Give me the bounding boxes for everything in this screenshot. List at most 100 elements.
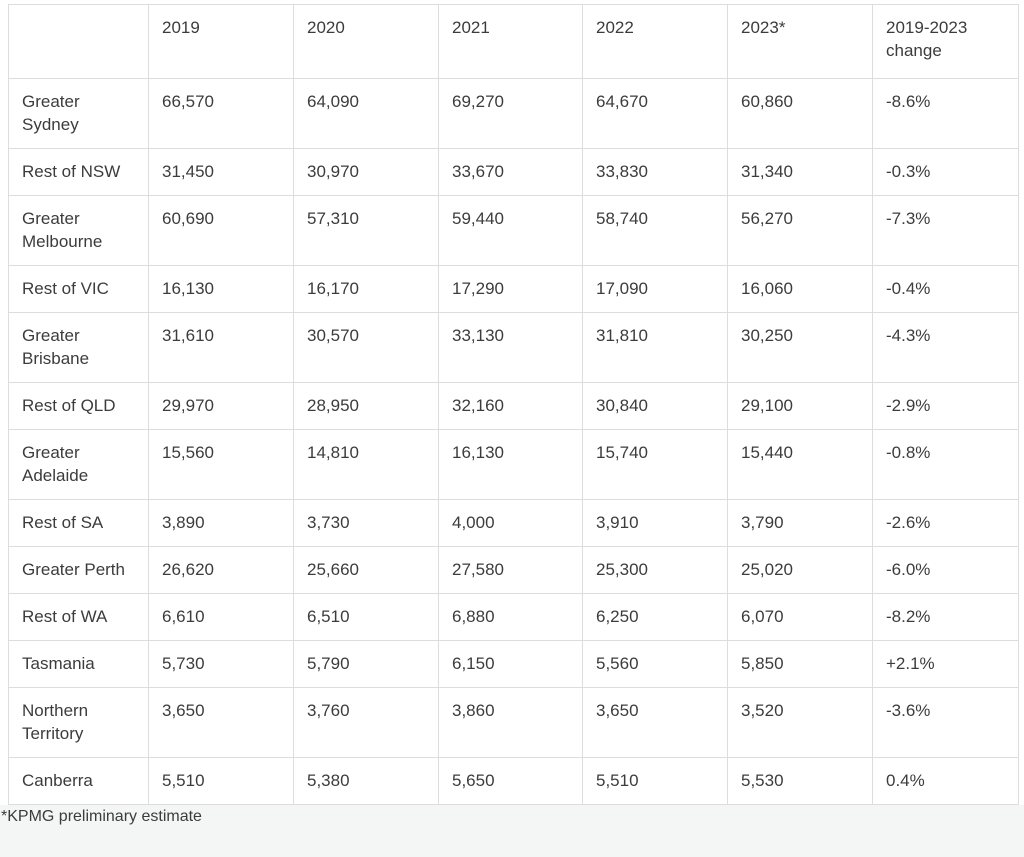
- value-cell: 5,650: [438, 757, 583, 805]
- value-cell: 4,000: [438, 499, 583, 547]
- value-cell: 25,660: [293, 546, 439, 594]
- value-cell: 27,580: [438, 546, 583, 594]
- column-header: 2022: [582, 4, 728, 79]
- table-row: Greater Adelaide 15,560 14,810 16,130 15,740…: [8, 429, 1019, 500]
- value-cell: 15,740: [582, 429, 728, 500]
- table-row: Rest of WA 6,610 6,510 6,880 6,250 6,070 -8.2%: [8, 593, 1019, 641]
- value-cell: 30,570: [293, 312, 439, 383]
- footnote: *KPMG preliminary estimate: [1, 808, 202, 825]
- change-cell: -2.6%: [872, 499, 1019, 547]
- region-cell: Rest of WA: [8, 593, 149, 641]
- region-cell: Northern Territory: [8, 687, 149, 758]
- value-cell: 33,830: [582, 148, 728, 196]
- value-cell: 5,380: [293, 757, 439, 805]
- value-cell: 56,270: [727, 195, 873, 266]
- value-cell: 3,760: [293, 687, 439, 758]
- value-cell: 3,790: [727, 499, 873, 547]
- region-cell: Greater Sydney: [8, 78, 149, 149]
- value-cell: 25,020: [727, 546, 873, 594]
- value-cell: 6,510: [293, 593, 439, 641]
- regional-data-table: 2019 2020 2021 2022 2023* 2019-2023 change Gr…: [8, 4, 1019, 805]
- table-row: Rest of SA 3,890 3,730 4,000 3,910 3,790 -2.6%: [8, 499, 1019, 547]
- value-cell: 59,440: [438, 195, 583, 266]
- value-cell: 58,740: [582, 195, 728, 266]
- value-cell: 5,730: [148, 640, 294, 688]
- value-cell: 5,510: [148, 757, 294, 805]
- region-cell: Greater Adelaide: [8, 429, 149, 500]
- value-cell: 14,810: [293, 429, 439, 500]
- value-cell: 16,170: [293, 265, 439, 313]
- column-header: 2019: [148, 4, 294, 79]
- region-cell: Rest of SA: [8, 499, 149, 547]
- value-cell: 29,100: [727, 382, 873, 430]
- value-cell: 6,610: [148, 593, 294, 641]
- value-cell: 26,620: [148, 546, 294, 594]
- table-row: Greater Brisbane 31,610 30,570 33,130 31,810…: [8, 312, 1019, 383]
- change-cell: -0.4%: [872, 265, 1019, 313]
- region-cell: Tasmania: [8, 640, 149, 688]
- value-cell: 66,570: [148, 78, 294, 149]
- value-cell: 3,910: [582, 499, 728, 547]
- region-cell: Rest of QLD: [8, 382, 149, 430]
- value-cell: 60,860: [727, 78, 873, 149]
- value-cell: 32,160: [438, 382, 583, 430]
- table-row: Rest of QLD 29,970 28,950 32,160 30,840 29,10…: [8, 382, 1019, 430]
- value-cell: 28,950: [293, 382, 439, 430]
- value-cell: 17,290: [438, 265, 583, 313]
- region-cell: Greater Brisbane: [8, 312, 149, 383]
- value-cell: 5,530: [727, 757, 873, 805]
- value-cell: 15,440: [727, 429, 873, 500]
- value-cell: 30,250: [727, 312, 873, 383]
- table-row: Rest of NSW 31,450 30,970 33,670 33,830 31,34…: [8, 148, 1019, 196]
- region-cell: Rest of NSW: [8, 148, 149, 196]
- value-cell: 30,970: [293, 148, 439, 196]
- change-cell: -3.6%: [872, 687, 1019, 758]
- region-cell: Greater Melbourne: [8, 195, 149, 266]
- value-cell: 6,880: [438, 593, 583, 641]
- column-header: 2023*: [727, 4, 873, 79]
- column-header: 2021: [438, 4, 583, 79]
- value-cell: 3,890: [148, 499, 294, 547]
- value-cell: 60,690: [148, 195, 294, 266]
- table-row: Greater Melbourne 60,690 57,310 59,440 58,74…: [8, 195, 1019, 266]
- change-cell: -0.8%: [872, 429, 1019, 500]
- value-cell: 25,300: [582, 546, 728, 594]
- table-row: Northern Territory 3,650 3,760 3,860 3,650 3,…: [8, 687, 1019, 758]
- value-cell: 69,270: [438, 78, 583, 149]
- change-cell: 0.4%: [872, 757, 1019, 805]
- value-cell: 29,970: [148, 382, 294, 430]
- region-cell: Greater Perth: [8, 546, 149, 594]
- table-row: Tasmania 5,730 5,790 6,150 5,560 5,850 +2.1%: [8, 640, 1019, 688]
- value-cell: 3,650: [148, 687, 294, 758]
- value-cell: 30,840: [582, 382, 728, 430]
- value-cell: 15,560: [148, 429, 294, 500]
- change-cell: -6.0%: [872, 546, 1019, 594]
- value-cell: 5,790: [293, 640, 439, 688]
- region-cell: Rest of VIC: [8, 265, 149, 313]
- value-cell: 6,070: [727, 593, 873, 641]
- change-cell: -0.3%: [872, 148, 1019, 196]
- region-cell: Canberra: [8, 757, 149, 805]
- value-cell: 64,670: [582, 78, 728, 149]
- value-cell: 6,150: [438, 640, 583, 688]
- column-header: 2020: [293, 4, 439, 79]
- value-cell: 33,670: [438, 148, 583, 196]
- column-header: 2019-2023 change: [872, 4, 1019, 79]
- value-cell: 31,340: [727, 148, 873, 196]
- value-cell: 31,450: [148, 148, 294, 196]
- value-cell: 3,650: [582, 687, 728, 758]
- table-row: Greater Sydney 66,570 64,090 69,270 64,670 60…: [8, 78, 1019, 149]
- value-cell: 31,610: [148, 312, 294, 383]
- change-cell: -4.3%: [872, 312, 1019, 383]
- value-cell: 16,060: [727, 265, 873, 313]
- value-cell: 64,090: [293, 78, 439, 149]
- value-cell: 3,730: [293, 499, 439, 547]
- value-cell: 3,520: [727, 687, 873, 758]
- table-row: Greater Perth 26,620 25,660 27,580 25,300 25,…: [8, 546, 1019, 594]
- table-row: Rest of VIC 16,130 16,170 17,290 17,090 16,06…: [8, 265, 1019, 313]
- change-cell: -8.6%: [872, 78, 1019, 149]
- value-cell: 17,090: [582, 265, 728, 313]
- change-cell: -2.9%: [872, 382, 1019, 430]
- value-cell: 5,850: [727, 640, 873, 688]
